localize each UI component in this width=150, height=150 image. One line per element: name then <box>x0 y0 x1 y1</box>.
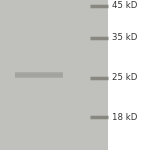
FancyBboxPatch shape <box>15 74 63 76</box>
Text: 25 kD: 25 kD <box>112 74 137 82</box>
FancyBboxPatch shape <box>15 73 63 77</box>
FancyBboxPatch shape <box>0 0 108 150</box>
Text: 18 kD: 18 kD <box>112 112 137 122</box>
FancyBboxPatch shape <box>15 72 63 78</box>
Text: 35 kD: 35 kD <box>112 33 137 42</box>
Text: 45 kD: 45 kD <box>112 2 137 10</box>
